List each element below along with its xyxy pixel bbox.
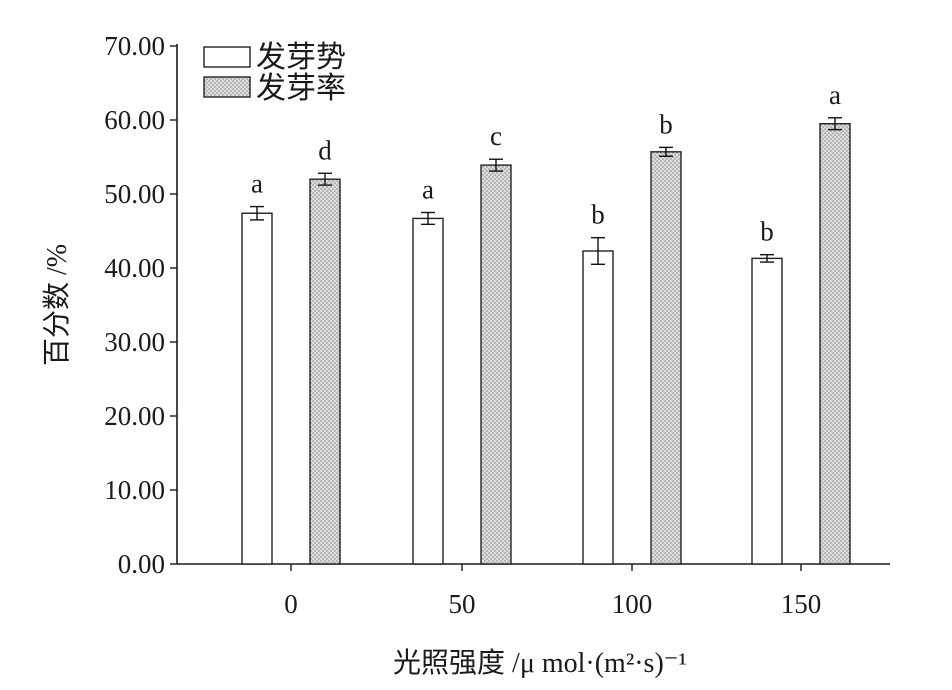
significance-label: c (490, 121, 502, 151)
bar (309, 178, 341, 565)
y-tick-label: 20.00 (104, 401, 165, 431)
y-tick-label: 0.00 (118, 549, 165, 579)
significance-label: a (829, 80, 841, 110)
significance-label: a (422, 175, 434, 205)
bar (751, 257, 783, 565)
legend-swatch-germination-energy (203, 46, 251, 68)
legend-label-germination-energy: 发芽势 (256, 41, 346, 74)
bar (241, 212, 273, 565)
x-axis-title: 光照强度 /μ mol·(m²·s)⁻¹ (393, 647, 687, 679)
y-tick-label: 60.00 (104, 105, 165, 135)
legend: 发芽势 发芽率 (203, 41, 346, 105)
axes-layer: 0.00 10.00 20.00 30.00 40.00 50.00 60.00 70.00 0… (104, 31, 890, 619)
bar (650, 151, 682, 565)
x-tick-label: 100 (612, 589, 653, 619)
legend-swatch-germination-rate (203, 76, 251, 98)
y-axis-title: 百分数 /% (41, 244, 73, 366)
significance-label: b (659, 109, 673, 139)
x-tick-label: 50 (449, 589, 476, 619)
y-tick-label: 70.00 (104, 31, 165, 61)
y-tick-label: 10.00 (104, 475, 165, 505)
x-tick-label: 0 (284, 589, 298, 619)
y-tick-label: 40.00 (104, 253, 165, 283)
significance-label: d (318, 135, 332, 165)
significance-label: b (760, 217, 774, 247)
bar (582, 250, 614, 565)
bar (480, 164, 512, 565)
significance-label: b (591, 200, 605, 230)
y-tick-label: 50.00 (104, 179, 165, 209)
legend-label-germination-rate: 发芽率 (256, 72, 346, 105)
significance-label: a (251, 169, 263, 199)
bar (412, 217, 444, 565)
x-tick-label: 150 (781, 589, 822, 619)
bars-layer: a d a c b b b a (241, 80, 851, 565)
bar (819, 122, 851, 565)
y-tick-label: 30.00 (104, 327, 165, 357)
